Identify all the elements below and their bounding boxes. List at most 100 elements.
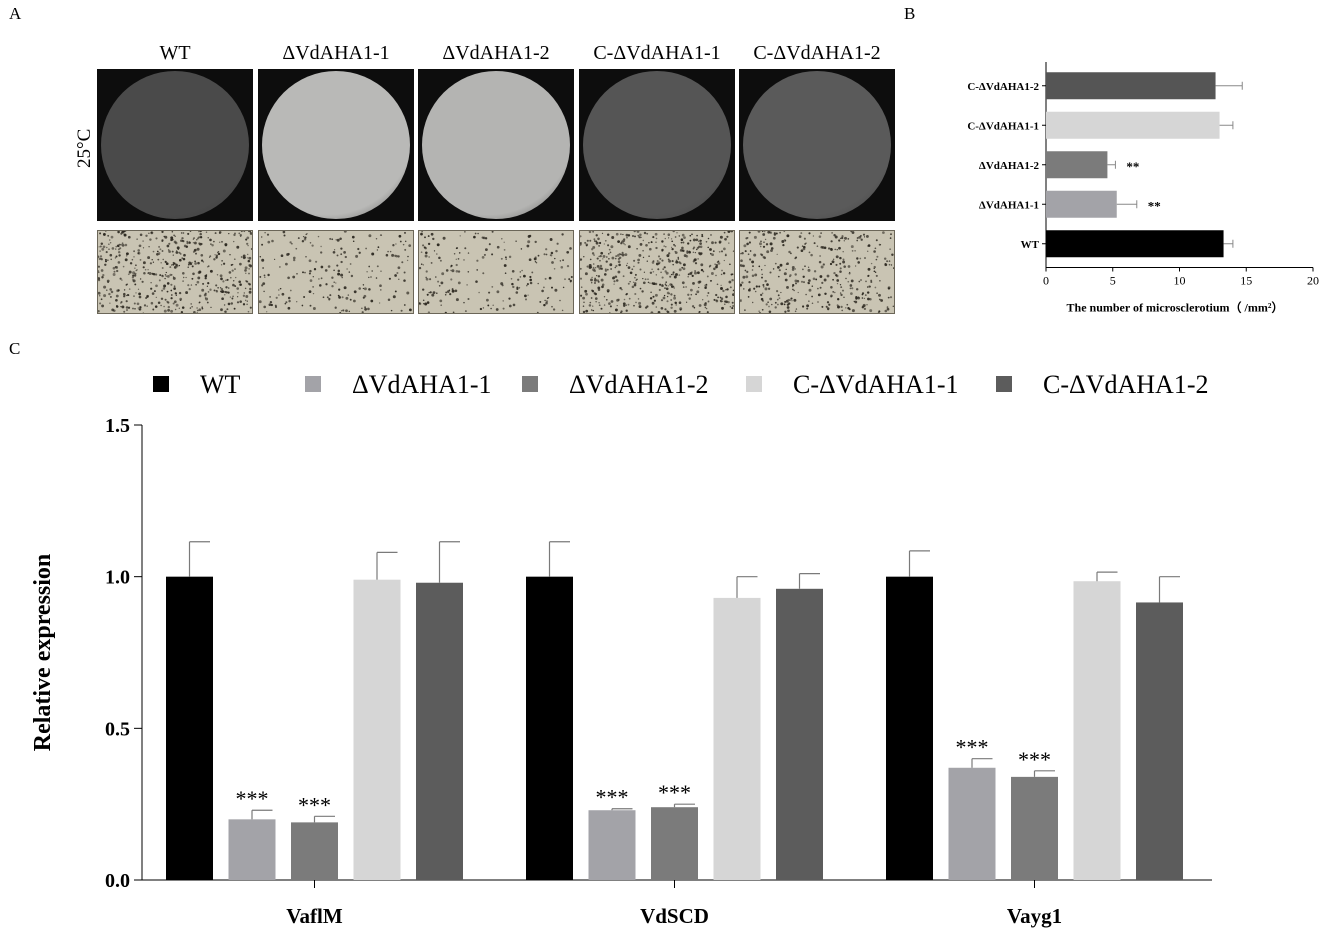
microsclerotium-dot: [819, 255, 821, 257]
microsclerotium-dot: [309, 279, 313, 282]
microsclerotium-dot: [526, 284, 528, 287]
microsclerotium-dot: [784, 300, 787, 303]
microsclerotium-dot: [711, 241, 714, 245]
c-y-axis-label: Relative expression: [30, 554, 56, 752]
microsclerotium-dot: [221, 297, 224, 301]
microsclerotium-dot: [188, 241, 191, 243]
microsclerotium-dot: [886, 307, 890, 311]
c-y-tick-label: 1.5: [105, 415, 130, 437]
microsclerotium-dot: [841, 289, 845, 292]
microsclerotium-dot: [500, 257, 503, 260]
microsclerotium-dot: [617, 240, 620, 243]
microsclerotium-dot: [767, 301, 769, 303]
microsclerotium-dot: [199, 242, 202, 246]
microsclerotium-dot: [622, 275, 625, 278]
microsclerotium-dot: [142, 247, 145, 249]
microsclerotium-dot: [697, 240, 700, 242]
microsclerotium-dot: [817, 287, 819, 290]
microsclerotium-dot: [133, 295, 135, 297]
microsclerotium-dot: [840, 293, 843, 297]
microsclerotium-dot: [732, 305, 735, 307]
microsclerotium-dot: [134, 267, 136, 269]
microsclerotium-dot: [592, 309, 595, 312]
microsclerotium-dot: [305, 255, 307, 258]
microsclerotium-dot: [834, 248, 836, 251]
microsclerotium-dot: [850, 292, 853, 295]
microsclerotium-dot: [448, 289, 451, 291]
microsclerotium-dot: [832, 278, 835, 281]
microsclerotium-dot: [133, 250, 136, 253]
microsclerotium-dot: [537, 282, 539, 285]
microsclerotium-dot: [707, 300, 710, 303]
microsclerotium-dot: [673, 294, 676, 297]
microsclerotium-dot: [124, 230, 127, 232]
microsclerotium-dot: [818, 235, 822, 238]
microsclerotium-dot: [210, 243, 212, 245]
microsclerotium-dot: [867, 297, 870, 301]
microsclerotium-dot: [187, 263, 190, 266]
microsclerotium-dot: [225, 291, 228, 294]
microsclerotium-dot: [233, 307, 236, 310]
microsclerotium-dot: [601, 285, 604, 289]
microsclerotium-dot: [451, 288, 454, 291]
microsclerotium-dot: [311, 244, 314, 247]
microsclerotium-dot: [598, 244, 601, 247]
microsclerotium-dot: [671, 247, 674, 251]
microsclerotium-dot: [652, 260, 655, 263]
microsclerotium-dot: [160, 297, 164, 301]
microsclerotium-dot: [451, 269, 455, 273]
microsclerotium-dot: [329, 294, 332, 297]
microsclerotium-dot: [550, 254, 553, 257]
microsclerotium-dot: [725, 289, 727, 291]
microsclerotium-dot: [623, 298, 626, 301]
microsclerotium-dot: [201, 307, 204, 310]
microsclerotium-dot: [146, 294, 149, 298]
microsclerotium-dot: [464, 310, 467, 313]
microsclerotium-dot: [200, 259, 204, 262]
microsclerotium-dot: [609, 263, 613, 267]
microsclerotium-dot: [665, 284, 667, 287]
microsclerotium-dot: [261, 258, 265, 262]
microsclerotium-dot: [537, 254, 540, 257]
microsclerotium-dot: [496, 290, 500, 294]
microsclerotium-dot: [617, 270, 621, 274]
microsclerotium-dot: [717, 262, 721, 265]
microsclerotium-dot: [661, 284, 664, 286]
microsclerotium-dot: [751, 260, 755, 264]
microsclerotium-dot: [666, 254, 670, 258]
microsclerotium-dot: [511, 269, 515, 273]
microsclerotium-dot: [336, 238, 340, 242]
microsclerotium-dot: [713, 298, 716, 301]
microsclerotium-dot: [647, 281, 650, 284]
microsclerotium-dot: [697, 258, 699, 260]
microsclerotium-dot: [788, 250, 791, 254]
microsclerotium-dot: [397, 266, 401, 270]
microsclerotium-dot: [820, 265, 824, 269]
microsclerotium-dot: [678, 235, 681, 237]
microsclerotium-dot: [341, 296, 344, 299]
microsclerotium-dot: [668, 237, 670, 239]
microsclerotium-dot: [559, 299, 561, 302]
microsclerotium-dot: [784, 310, 787, 313]
microsclerotium-dot: [633, 304, 635, 307]
microsclerotium-dot: [791, 300, 793, 302]
microsclerotium-dot: [163, 305, 165, 308]
microsclerotium-dot: [242, 303, 246, 306]
microsclerotium-dot: [529, 275, 532, 279]
microsclerotium-dot: [425, 270, 428, 273]
microsclerotium-dot: [644, 278, 647, 281]
microsclerotium-dot: [601, 232, 604, 235]
microsclerotium-dot: [803, 237, 806, 240]
microsclerotium-dot: [752, 301, 754, 304]
microsclerotium-dot: [157, 301, 161, 304]
b-x-tick-label: 0: [1043, 274, 1049, 288]
microsclerotium-dot: [395, 254, 398, 258]
microsclerotium-dot: [765, 243, 769, 246]
microsclerotium-dot: [161, 230, 164, 234]
microsclerotium-dot: [675, 260, 679, 264]
microsclerotium-dot: [176, 246, 180, 250]
microsclerotium-dot: [274, 304, 277, 307]
microsclerotium-dot: [206, 301, 209, 304]
microsclerotium-dot: [883, 257, 887, 260]
microsclerotium-dot: [594, 297, 598, 300]
